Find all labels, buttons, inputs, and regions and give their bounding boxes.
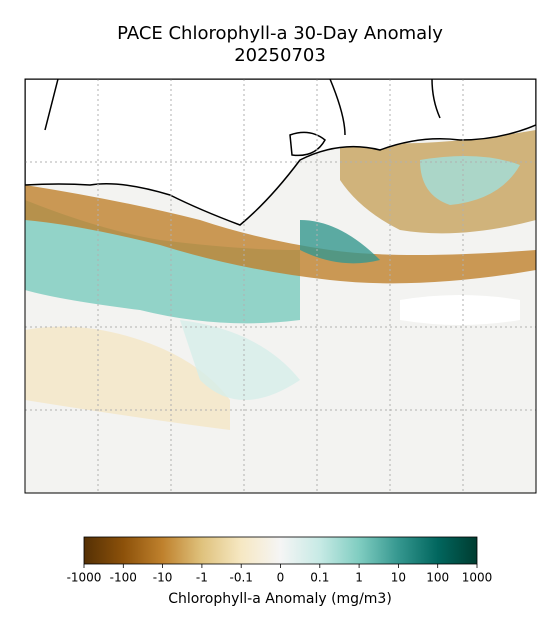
colorbar-tick-label: 1000: [462, 571, 493, 585]
anomaly-patch: [300, 220, 380, 264]
cloud: [400, 295, 520, 325]
colorbar-tick-label: -1: [196, 571, 208, 585]
anomaly-patch: [25, 185, 536, 284]
anomaly-patch: [420, 156, 520, 205]
anomaly-patch: [25, 326, 230, 430]
title-line: PACE Chlorophyll-a 30-Day Anomaly: [117, 23, 443, 44]
colorbar-tick-label: 0.1: [310, 571, 329, 585]
colorbar: [83, 536, 478, 565]
colorbar-tick-label: -10: [153, 571, 173, 585]
colorbar-tick-label: -1000: [67, 571, 102, 585]
title-line: 20250703: [234, 45, 326, 66]
anomaly-patch: [25, 200, 300, 324]
colorbar-tick-label: -100: [110, 571, 137, 585]
colorbar-tick-label: -0.1: [229, 571, 252, 585]
map: [25, 79, 536, 493]
colorbar-label: Chlorophyll-a Anomaly (mg/m3): [168, 591, 392, 607]
colorbar-tick-label: 100: [426, 571, 449, 585]
lake: [289, 131, 326, 157]
anomaly-patch: [180, 320, 300, 400]
map-frame: [24, 78, 537, 494]
land: [25, 79, 536, 226]
colorbar-tick-label: 0: [277, 571, 285, 585]
border: [44, 79, 441, 136]
colorbar-tick-label: 10: [391, 571, 406, 585]
colorbar-tick-label: 1: [355, 571, 363, 585]
